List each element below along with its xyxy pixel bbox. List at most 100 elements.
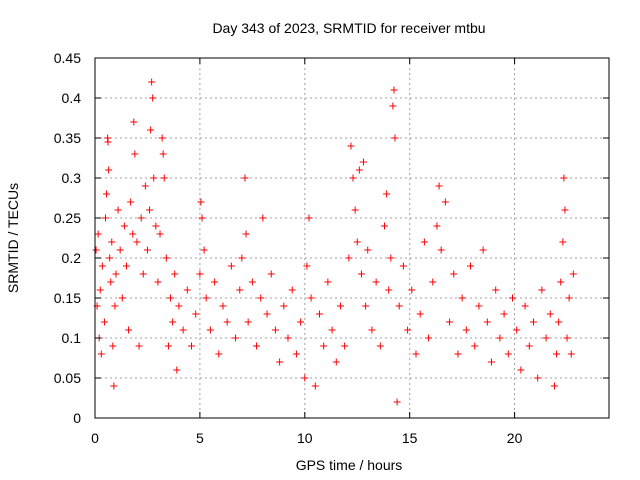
data-point [475, 302, 483, 310]
data-point [112, 270, 120, 278]
data-point [96, 286, 104, 294]
x-tick-label: 10 [297, 430, 313, 446]
data-point [462, 326, 470, 334]
data-point [130, 118, 138, 126]
gridlines [95, 58, 609, 418]
data-point [534, 374, 542, 382]
data-point [179, 326, 187, 334]
data-point [355, 166, 363, 174]
x-tick-label: 5 [196, 430, 204, 446]
data-point [360, 158, 368, 166]
data-point [135, 342, 143, 350]
data-point [146, 206, 154, 214]
data-point [257, 294, 265, 302]
data-point [425, 334, 433, 342]
data-point [567, 350, 575, 358]
data-point [211, 278, 219, 286]
data-point [248, 278, 256, 286]
data-point [479, 246, 487, 254]
data-point [148, 78, 156, 86]
x-tick-labels: 0 5 10 15 20 [91, 430, 522, 446]
data-point [131, 150, 139, 158]
data-point [508, 294, 516, 302]
data-point [106, 254, 114, 262]
data-point [263, 310, 271, 318]
data-point [429, 278, 437, 286]
y-tick-label: 0 [73, 410, 81, 426]
data-point [164, 342, 172, 350]
data-point [450, 270, 458, 278]
data-point [441, 198, 449, 206]
data-point [389, 102, 397, 110]
data-point [307, 294, 315, 302]
data-point [120, 222, 128, 230]
data-point [546, 310, 554, 318]
axis-ticks [94, 57, 609, 419]
data-point [107, 278, 115, 286]
data-point [471, 342, 479, 350]
data-point [297, 318, 305, 326]
data-point [399, 262, 407, 270]
data-point [162, 254, 170, 262]
data-point [301, 374, 309, 382]
y-tick-label: 0.15 [54, 290, 81, 306]
data-point [542, 334, 550, 342]
data-point [227, 262, 235, 270]
x-tick-label: 20 [507, 430, 523, 446]
data-point [324, 278, 332, 286]
data-point [284, 334, 292, 342]
data-point [458, 294, 466, 302]
data-point [183, 286, 191, 294]
data-point [391, 134, 399, 142]
data-point [100, 318, 108, 326]
data-point [288, 286, 296, 294]
data-point [364, 246, 372, 254]
data-point [320, 342, 328, 350]
data-point [559, 238, 567, 246]
data-point [104, 138, 112, 146]
data-point [244, 318, 252, 326]
data-point [109, 342, 117, 350]
y-tick-label: 0.2 [62, 250, 82, 266]
data-point [129, 230, 137, 238]
data-point [563, 334, 571, 342]
data-point [390, 86, 398, 94]
data-point [454, 350, 462, 358]
data-point [133, 238, 141, 246]
data-point [362, 302, 370, 310]
data-point [127, 198, 135, 206]
data-point [349, 174, 357, 182]
data-point [110, 382, 118, 390]
data-point [238, 254, 246, 262]
x-tick-label: 0 [91, 430, 99, 446]
data-point [513, 326, 521, 334]
data-point [292, 350, 300, 358]
data-point [105, 166, 113, 174]
data-point [341, 342, 349, 350]
data-point [150, 174, 158, 182]
data-point [159, 150, 167, 158]
data-point [336, 302, 344, 310]
y-tick-label: 0.4 [62, 90, 82, 106]
data-point [347, 142, 355, 150]
data-point [504, 350, 512, 358]
data-point [206, 326, 214, 334]
data-point [368, 326, 376, 334]
data-point [139, 270, 147, 278]
data-point [267, 270, 275, 278]
data-point [305, 214, 313, 222]
data-point [103, 190, 111, 198]
x-axis-label: GPS time / hours [296, 457, 403, 473]
data-point [500, 310, 508, 318]
data-point [521, 302, 529, 310]
data-point [280, 302, 288, 310]
plot-frame [94, 57, 610, 419]
data-point [125, 326, 133, 334]
data-point [557, 278, 565, 286]
data-point [171, 270, 179, 278]
data-point [156, 230, 164, 238]
data-point [116, 246, 124, 254]
data-point [372, 278, 380, 286]
y-tick-label: 0.05 [54, 370, 81, 386]
data-point [315, 310, 323, 318]
